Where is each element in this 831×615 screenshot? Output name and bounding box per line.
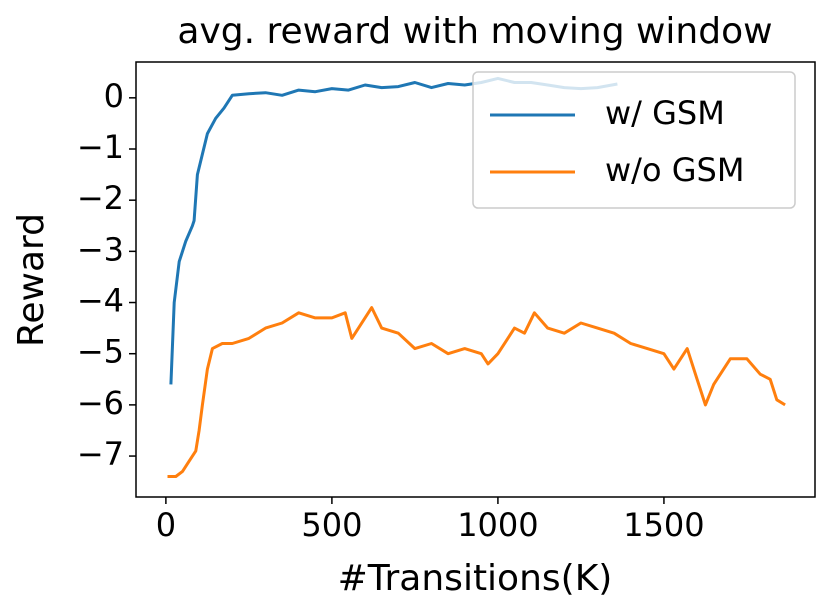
legend-label: w/o GSM — [605, 151, 744, 189]
x-tick-label: 500 — [301, 506, 362, 544]
x-tick-label: 1000 — [457, 506, 538, 544]
x-tick-label: 1500 — [623, 506, 704, 544]
legend-label: w/ GSM — [605, 94, 725, 132]
y-tick-label: 0 — [104, 77, 124, 115]
y-tick-label: −7 — [77, 435, 124, 473]
y-tick-label: −1 — [77, 128, 124, 166]
x-tick-label: 0 — [156, 506, 176, 544]
y-tick-label: −3 — [77, 230, 124, 268]
y-tick-label: −5 — [77, 333, 124, 371]
x-axis-label: #Transitions(K) — [338, 558, 613, 599]
y-tick-label: −2 — [77, 179, 124, 217]
y-tick-label: −6 — [77, 384, 124, 422]
chart-title: avg. reward with moving window — [177, 11, 772, 52]
y-axis-label: Reward — [11, 213, 52, 347]
plot-frame — [135, 61, 816, 498]
line-series — [167, 306, 786, 478]
legend-box — [472, 71, 796, 209]
y-tick-label: −4 — [77, 282, 124, 320]
